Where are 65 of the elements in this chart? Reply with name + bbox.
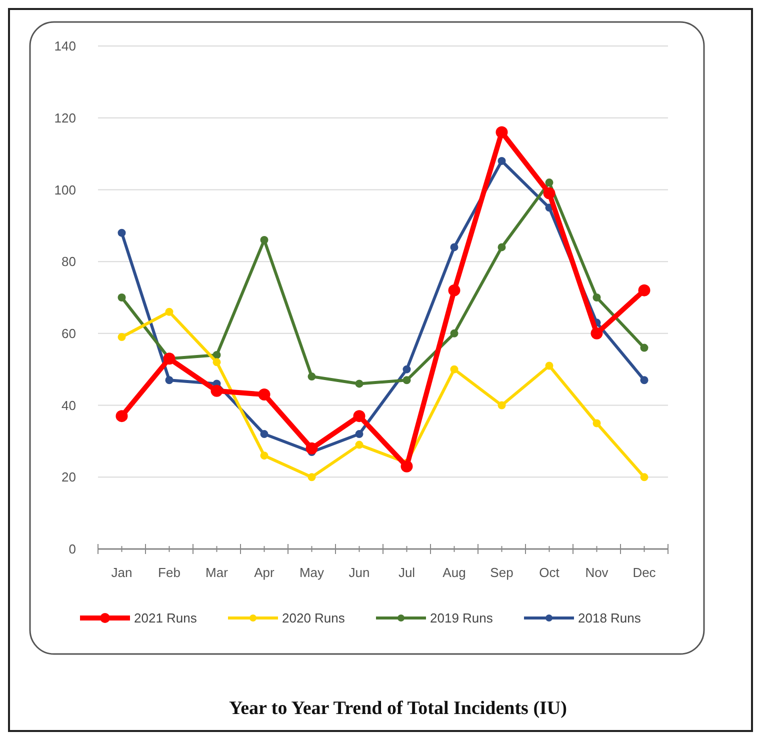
point	[640, 376, 648, 384]
point	[306, 442, 318, 454]
point	[545, 178, 554, 187]
x-tick-label: Jun	[348, 565, 370, 580]
point	[355, 430, 364, 438]
point	[400, 460, 413, 472]
x-tick-label: May	[299, 565, 325, 580]
legend-label: 2021 Runs	[134, 610, 198, 626]
legend-label: 2018 Runs	[578, 610, 642, 626]
x-tick-label: Jul	[398, 565, 416, 580]
point	[210, 384, 223, 397]
y-tick-label: 140	[54, 38, 76, 54]
point	[450, 243, 458, 252]
y-tick-label: 120	[54, 110, 76, 126]
point	[448, 284, 460, 296]
x-tick-label: Feb	[158, 565, 180, 580]
point	[450, 365, 458, 374]
point	[402, 376, 411, 384]
point	[402, 365, 411, 374]
point	[592, 294, 601, 302]
point	[545, 362, 554, 370]
point	[118, 228, 126, 237]
point	[118, 333, 126, 342]
point	[638, 284, 650, 296]
point	[496, 126, 508, 138]
point	[260, 452, 268, 460]
x-tick-label: Sep	[490, 565, 514, 580]
point	[355, 440, 364, 449]
y-tick-label: 40	[62, 398, 76, 413]
legend-label: 2020 Runs	[282, 610, 346, 626]
y-tick-label: 100	[54, 182, 76, 198]
point	[640, 344, 648, 352]
point	[353, 410, 366, 422]
x-tick-label: Dec	[632, 565, 656, 580]
text: Year to Year Trend of Total Incidents (IU)	[229, 698, 567, 719]
x-tick-label: Aug	[442, 565, 466, 580]
point	[260, 430, 268, 438]
y-tick-label: 80	[62, 254, 76, 270]
point	[498, 243, 506, 252]
point	[592, 419, 601, 428]
point	[640, 473, 648, 482]
point	[498, 401, 506, 410]
point	[212, 358, 221, 366]
point	[212, 350, 221, 359]
x-tick-label: Nov	[585, 565, 609, 580]
point	[498, 156, 506, 165]
point	[308, 473, 316, 482]
x-tick-label: Apr	[254, 565, 276, 580]
point	[355, 380, 364, 388]
point	[165, 308, 174, 316]
y-tick-label: 20	[62, 470, 76, 485]
x-tick-label: Oct	[539, 565, 560, 580]
x-tick-label: Jan	[111, 565, 132, 580]
point	[543, 187, 556, 200]
y-tick-label: 60	[62, 326, 76, 341]
x-tick-label: Mar	[206, 565, 229, 580]
point	[590, 327, 603, 340]
point	[116, 410, 128, 422]
y-tick-label: 0	[68, 542, 76, 557]
point	[165, 376, 174, 384]
point	[118, 294, 126, 302]
legend-label: 2019 Runs	[430, 610, 494, 626]
point	[450, 329, 458, 338]
point	[308, 372, 316, 381]
point	[258, 388, 270, 401]
